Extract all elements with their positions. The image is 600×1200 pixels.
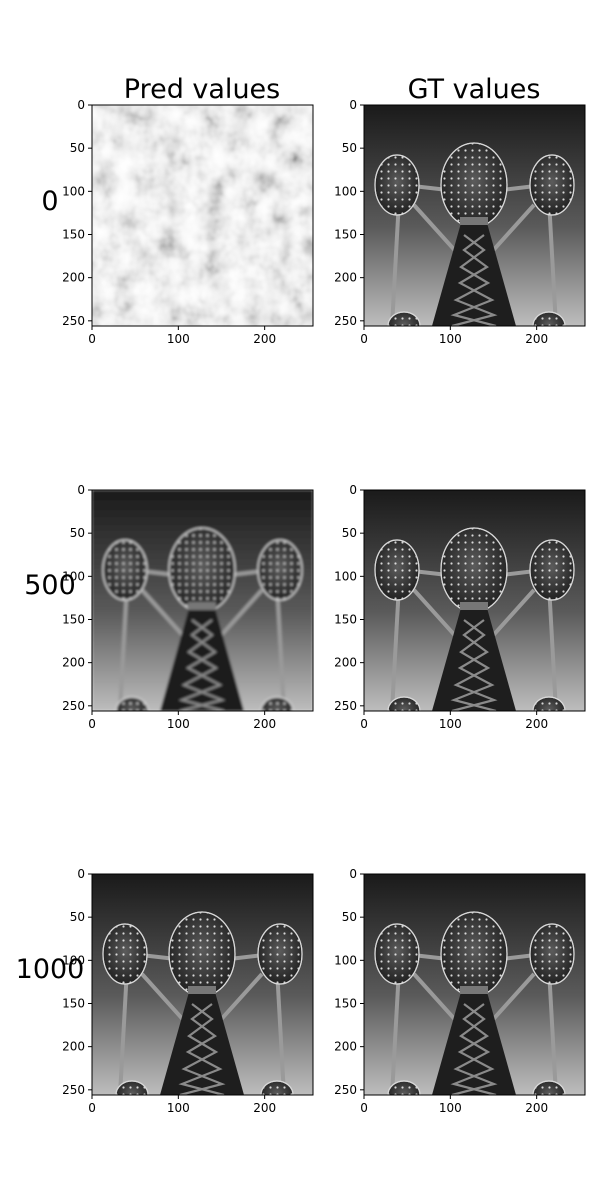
y-tick-label: 150: [334, 227, 357, 241]
x-tick-label: 100: [167, 717, 190, 731]
x-tick-label: 100: [439, 1101, 462, 1115]
y-tick-label: 200: [62, 1040, 85, 1054]
y-tick-label: 250: [62, 1083, 85, 1097]
panel-gt-0: 0 100 200 0 50 100 150 200 250: [334, 98, 585, 346]
x-tick-label: 200: [525, 1101, 548, 1115]
y-tick-label: 50: [342, 910, 357, 924]
panel-gt-1000: 0 100 200 0 50 100 150 200 250: [334, 867, 585, 1115]
y-tick-label: 100: [62, 569, 85, 583]
y-tick-label: 50: [70, 910, 85, 924]
x-tick-label: 0: [360, 332, 368, 346]
y-tick-label: 250: [334, 1083, 357, 1097]
y-tick-label: 250: [62, 314, 85, 328]
x-tick-label: 200: [253, 1101, 276, 1115]
pred-image: [92, 874, 313, 1109]
y-tick-label: 200: [62, 271, 85, 285]
pred-image-blurred: [92, 490, 313, 725]
x-tick-label: 0: [360, 717, 368, 731]
y-tick-label: 250: [62, 699, 85, 713]
y-tick-label: 200: [334, 271, 357, 285]
column-title-gt: GT values: [408, 74, 541, 105]
y-tick-label: 50: [342, 526, 357, 540]
gt-image: [364, 105, 585, 340]
y-tick-label: 250: [334, 314, 357, 328]
x-tick-label: 200: [253, 717, 276, 731]
y-tick-label: 0: [77, 483, 85, 497]
y-tick-label: 100: [334, 184, 357, 198]
y-tick-label: 0: [77, 98, 85, 112]
y-tick-label: 50: [70, 526, 85, 540]
y-tick-label: 50: [342, 141, 357, 155]
x-tick-label: 0: [88, 717, 96, 731]
x-tick-label: 200: [525, 717, 548, 731]
panel-pred-500: 0 100 200 0 50 100 150 200 250: [62, 483, 313, 731]
y-tick-label: 150: [62, 996, 85, 1010]
y-tick-label: 250: [334, 699, 357, 713]
y-tick-label: 150: [334, 996, 357, 1010]
gt-image: [364, 874, 585, 1109]
y-tick-label: 150: [62, 227, 85, 241]
x-tick-label: 0: [88, 332, 96, 346]
y-tick-label: 100: [334, 569, 357, 583]
y-tick-label: 50: [70, 141, 85, 155]
x-tick-label: 100: [167, 332, 190, 346]
column-title-pred: Pred values: [124, 74, 280, 105]
panel-pred-1000: 0 100 200 0 50 100 150 200 250: [62, 867, 313, 1115]
x-tick-label: 100: [439, 332, 462, 346]
y-tick-label: 0: [349, 98, 357, 112]
y-tick-label: 200: [62, 656, 85, 670]
pred-image-noise: [92, 105, 313, 326]
y-tick-label: 0: [77, 867, 85, 881]
x-tick-label: 100: [167, 1101, 190, 1115]
y-tick-label: 100: [62, 953, 85, 967]
x-tick-label: 0: [360, 1101, 368, 1115]
gt-image: [364, 490, 585, 725]
x-tick-label: 200: [525, 332, 548, 346]
x-tick-label: 200: [253, 332, 276, 346]
x-tick-label: 100: [439, 717, 462, 731]
y-tick-label: 100: [62, 184, 85, 198]
x-tick-label: 0: [88, 1101, 96, 1115]
panel-pred-0: 0 100 200 0 50 100 150 200 250: [62, 98, 313, 346]
y-tick-label: 150: [334, 612, 357, 626]
y-tick-label: 150: [62, 612, 85, 626]
y-tick-label: 200: [334, 656, 357, 670]
y-tick-label: 0: [349, 483, 357, 497]
y-tick-label: 0: [349, 867, 357, 881]
y-tick-label: 200: [334, 1040, 357, 1054]
panel-gt-500: 0 100 200 0 50 100 150 200 250: [334, 483, 585, 731]
y-tick-label: 100: [334, 953, 357, 967]
row-label-0: 0: [41, 186, 58, 217]
